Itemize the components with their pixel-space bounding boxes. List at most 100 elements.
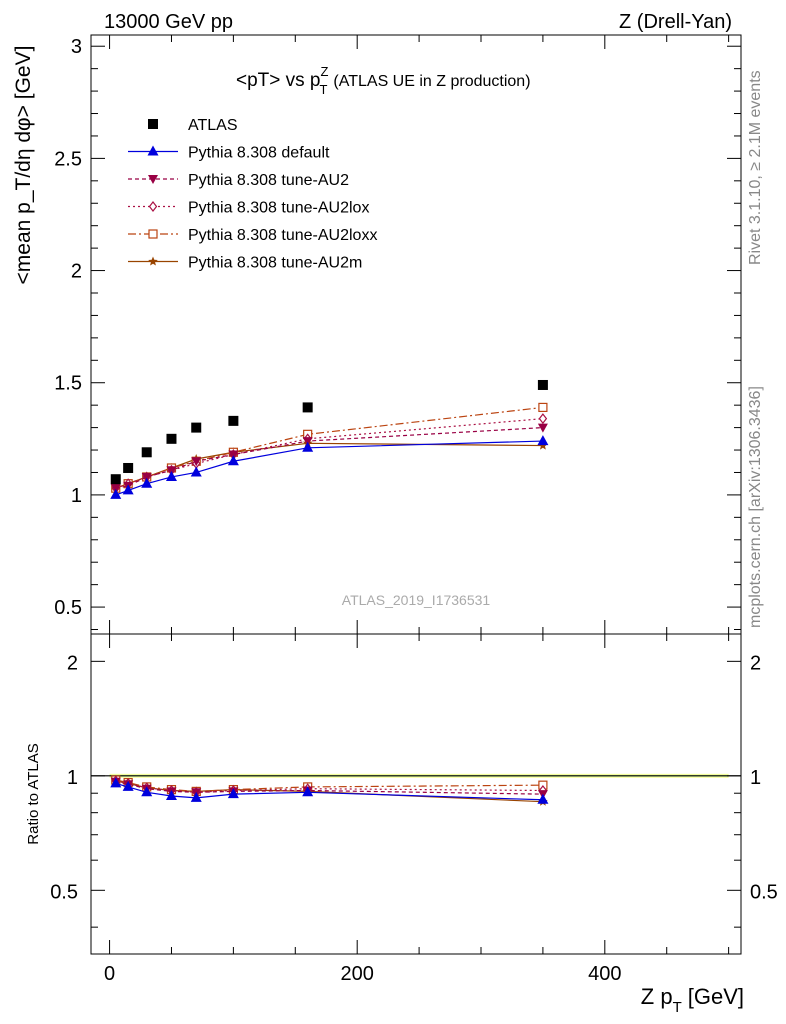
series-atlas: [110, 379, 548, 485]
legend-entry: Pythia 8.308 tune-AU2: [128, 172, 349, 189]
legend-entry: Pythia 8.308 tune-AU2lox: [128, 200, 369, 217]
y-tick-label: 2: [71, 261, 82, 283]
y-axis-label: <mean p_T/dη dφ> [GeV]: [12, 46, 35, 285]
legend-label: Pythia 8.308 tune-AU2loxx: [188, 227, 377, 244]
x-axis-label-main: Z p: [641, 984, 673, 1009]
legend-marker: [148, 256, 158, 266]
data-point: [191, 422, 202, 433]
data-point: [110, 484, 121, 494]
x-tick-label: 0: [104, 963, 115, 985]
data-point: [141, 447, 152, 458]
legend-entry: Pythia 8.308 default: [128, 145, 330, 162]
legend-entry: Pythia 8.308 tune-AU2m: [128, 255, 362, 272]
data-point: [110, 488, 122, 499]
ratio-point: [537, 793, 549, 804]
ratio-uncertainty-band: [91, 773, 741, 778]
series-line: [115, 440, 543, 496]
ratio-point: [227, 788, 239, 799]
ratio-point: [190, 791, 202, 802]
data-point: [227, 455, 239, 466]
data-point: [537, 379, 548, 390]
data-point: [190, 466, 202, 477]
legend-marker: [147, 145, 159, 156]
ratio-tick-label-left: 1: [67, 767, 78, 789]
data-point: [141, 472, 152, 482]
data-point: [110, 474, 121, 485]
rivet-version-label: Rivet 3.1.10, ≥ 2.1M events: [747, 70, 764, 265]
ratio-tick-label-left: 0.5: [50, 881, 78, 903]
analysis-label: ATLAS_2019_I1736531: [342, 592, 491, 608]
data-series: [110, 379, 549, 806]
data-point: [141, 477, 153, 488]
ratio-tick-label-right: 2: [750, 652, 761, 674]
ratio-tick-label-left: 2: [67, 652, 78, 674]
data-point: [122, 484, 134, 495]
ratio-point: [165, 789, 177, 800]
ratio-y-axis-label: Ratio to ATLAS: [25, 743, 42, 844]
ratio-point: [302, 786, 314, 797]
data-point: [538, 402, 548, 413]
data-point: [166, 466, 177, 476]
legend-label: Pythia 8.308 tune-AU2: [188, 172, 349, 189]
legend-marker: [148, 201, 158, 212]
series-line: [115, 406, 543, 489]
x-tick-labels: 0 200 400: [104, 963, 621, 985]
legend-marker: [148, 175, 158, 184]
ratio-line: [115, 781, 543, 795]
x-axis-label-sub: T: [673, 999, 682, 1016]
data-point: [123, 462, 134, 473]
header-collision-label: 13000 GeV pp: [104, 11, 233, 33]
y-tick-label: 1: [71, 485, 82, 507]
data-point: [302, 441, 314, 452]
data-point: [537, 423, 548, 433]
ratio-tick-labels: 0.5 0.5 1 1 2 2: [50, 652, 778, 903]
chart-title: <pT> vs pZ T (ATLAS UE in Z production): [236, 64, 531, 97]
ratio-point: [122, 780, 134, 791]
data-point: [228, 450, 239, 460]
ratio-tick-label-right: 0.5: [750, 881, 778, 903]
data-point: [166, 433, 177, 444]
legend-entry: Pythia 8.308 tune-AU2loxx: [128, 227, 377, 244]
chart-title-sup: Z: [321, 64, 329, 79]
legend-marker: [148, 229, 158, 239]
chart-title-sub: T: [319, 82, 327, 97]
header-process-label: Z (Drell-Yan): [619, 11, 732, 33]
data-point: [302, 437, 313, 447]
legend-marker: [148, 119, 158, 129]
ratio-plot-frame: [90, 633, 742, 955]
x-tick-label: 400: [588, 963, 621, 985]
x-tick-label: 200: [341, 963, 374, 985]
x-axis-label-unit: [GeV]: [688, 984, 744, 1009]
legend-entry: ATLAS: [148, 117, 238, 134]
y-tick-label: 3: [71, 36, 82, 58]
series-pythia-8-308-tune-au2m: [111, 438, 548, 806]
ratio-point: [110, 777, 122, 788]
legend-label: Pythia 8.308 tune-AU2lox: [188, 200, 369, 217]
series-line: [115, 418, 543, 489]
data-point: [228, 415, 239, 426]
ratio-point: [141, 786, 153, 797]
y-tick-label: 0.5: [54, 597, 82, 619]
legend-label: ATLAS: [188, 117, 238, 134]
ratio-line: [115, 779, 543, 792]
chart-title-extra: (ATLAS UE in Z production): [333, 73, 530, 90]
x-axis-label: Z pT [GeV]: [641, 984, 744, 1016]
y-tick-label: 1.5: [54, 373, 82, 395]
y-tick-labels: 0.5 1 1.5 2 2.5 3: [54, 36, 82, 619]
series-pythia-8-308-default: [110, 435, 549, 804]
data-point: [165, 470, 177, 481]
data-point: [191, 457, 202, 467]
chart-title-main: <pT> vs p: [236, 70, 321, 91]
legend-label: Pythia 8.308 default: [188, 145, 330, 162]
mcplots-label: mcplots.cern.ch [arXiv:1306.3436]: [747, 386, 764, 628]
data-point: [538, 413, 548, 425]
y-tick-label: 2.5: [54, 148, 82, 170]
data-point: [538, 440, 548, 450]
legend: ATLAS Pythia 8.308 default Pythia 8.308 tu…: [128, 117, 377, 272]
data-point: [302, 402, 313, 413]
data-point: [537, 435, 549, 446]
axis-ticks: [91, 35, 741, 954]
ratio-tick-label-right: 1: [750, 767, 761, 789]
legend-label: Pythia 8.308 tune-AU2m: [188, 255, 362, 272]
